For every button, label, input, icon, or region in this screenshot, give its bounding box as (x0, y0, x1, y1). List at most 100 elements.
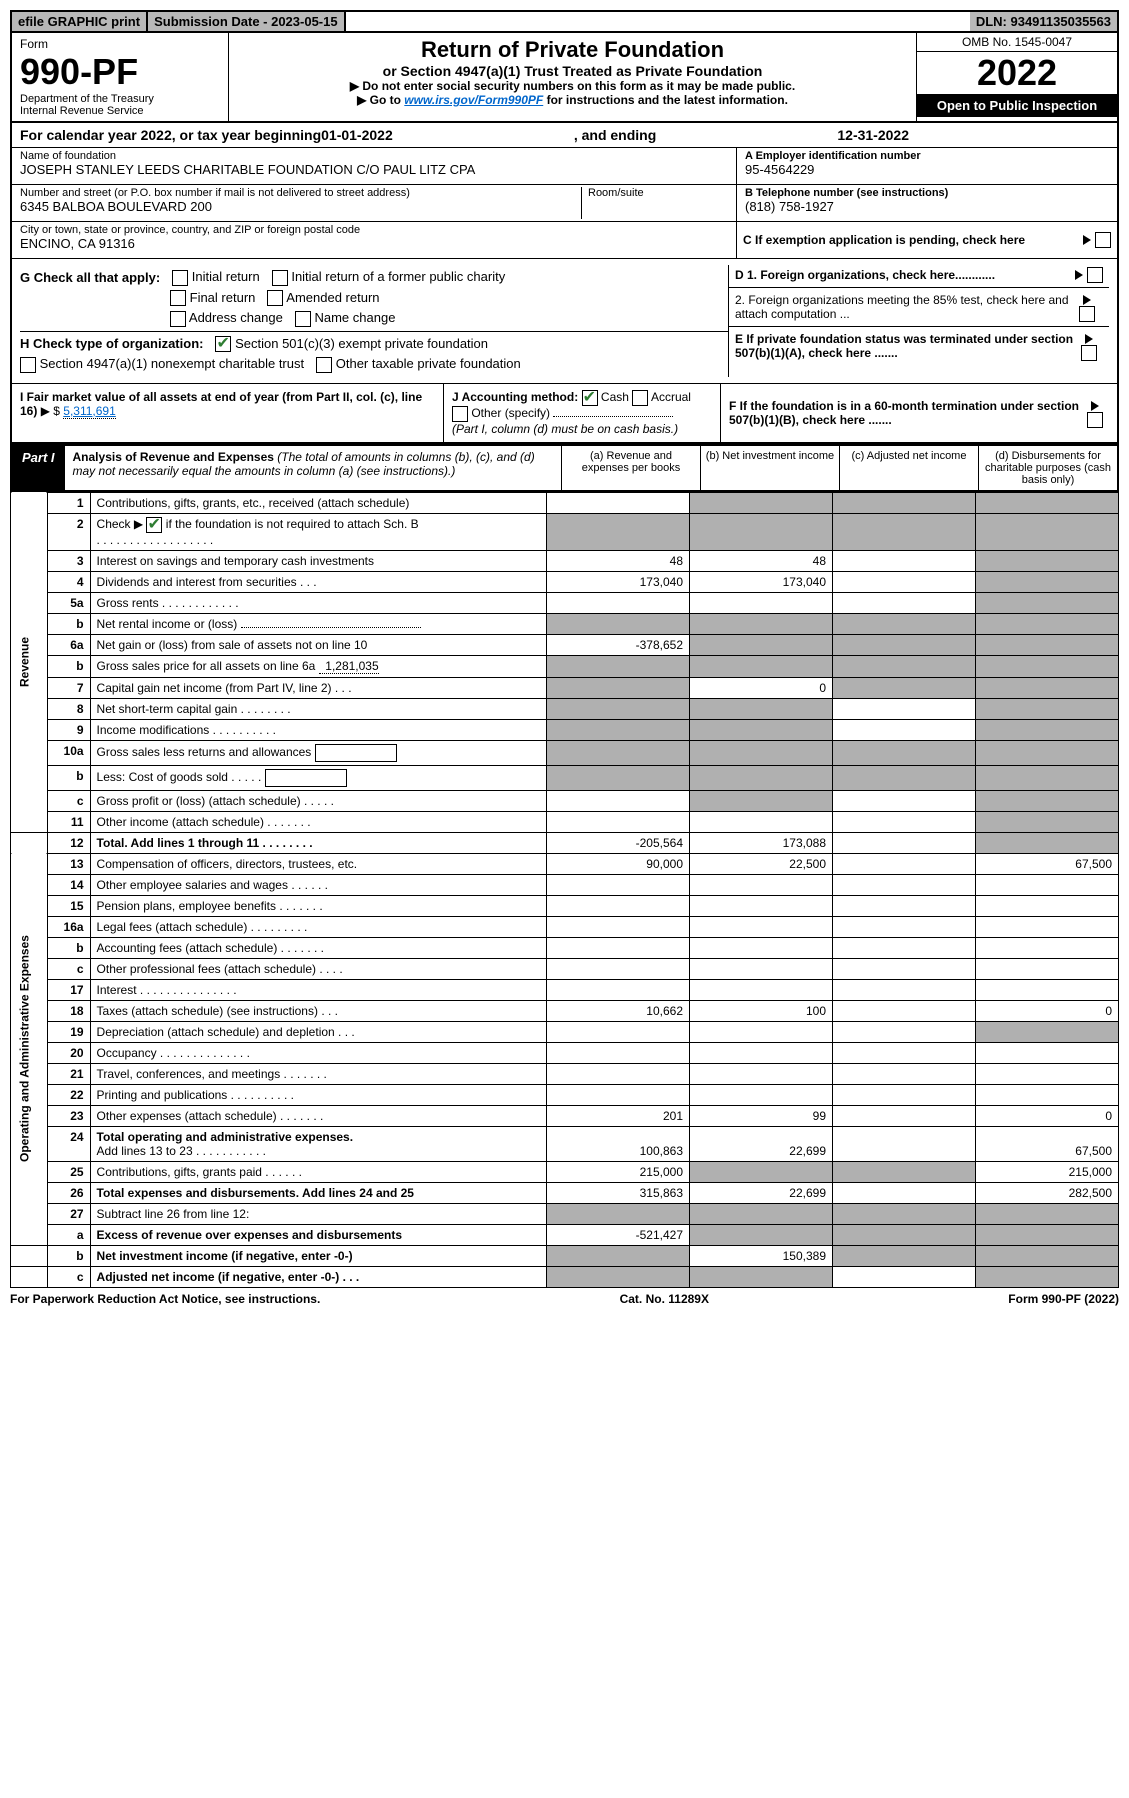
h-label: H Check type of organization: (20, 336, 203, 351)
val-a: 48 (547, 550, 690, 571)
form-number: 990-PF (20, 51, 220, 93)
val-a: -205,564 (547, 832, 690, 853)
val-d: 0 (976, 1000, 1119, 1021)
row-num: 10a (47, 740, 90, 765)
row-27: 27 Subtract line 26 from line 12: (11, 1203, 1119, 1224)
g-initial-checkbox[interactable] (172, 270, 188, 286)
val-a: 90,000 (547, 853, 690, 874)
addr-label: Number and street (or P.O. box number if… (20, 187, 581, 199)
g-label: G Check all that apply: (20, 270, 160, 285)
tel-cell: B Telephone number (see instructions) (8… (737, 185, 1117, 222)
val-a: 201 (547, 1105, 690, 1126)
row-27a: a Excess of revenue over expenses and di… (11, 1224, 1119, 1245)
row-desc: Gross sales price for all assets on line… (90, 655, 546, 677)
g-initial-former-checkbox[interactable] (272, 270, 288, 286)
tel-value: (818) 758-1927 (745, 199, 1109, 214)
row-5a: 5a Gross rents . . . . . . . . . . . . (11, 592, 1119, 613)
note2-pre: ▶ Go to (357, 93, 404, 107)
d1-checkbox[interactable] (1087, 267, 1103, 283)
val-d: 282,500 (976, 1182, 1119, 1203)
footer-mid: Cat. No. 11289X (620, 1292, 709, 1306)
j-cash-checkbox[interactable] (582, 390, 598, 406)
form-word: Form (20, 37, 220, 51)
j-other-checkbox[interactable] (452, 406, 468, 422)
row-num: c (47, 1266, 90, 1287)
row-13: Operating and Administrative Expenses 13… (11, 853, 1119, 874)
r2-checkbox[interactable] (146, 517, 162, 533)
val-b: 22,500 (690, 853, 833, 874)
room-label: Room/suite (588, 187, 728, 199)
header-left: Form 990-PF Department of the Treasury I… (12, 33, 229, 121)
cal-end: 12-31-2022 (837, 127, 909, 143)
row-desc: Gross rents . . . . . . . . . . . . (90, 592, 546, 613)
f-label: F If the foundation is in a 60-month ter… (729, 399, 1087, 427)
row-desc: Total expenses and disbursements. Add li… (90, 1182, 546, 1203)
val-a: 215,000 (547, 1161, 690, 1182)
r10b-desc: Less: Cost of goods sold . . . . . (97, 770, 262, 784)
row-desc: Legal fees (attach schedule) . . . . . .… (90, 916, 546, 937)
row-num: 18 (47, 1000, 90, 1021)
col-c-header: (c) Adjusted net income (839, 446, 978, 490)
revenue-side-label: Revenue (11, 492, 48, 832)
r24-sub: Add lines 13 to 23 . . . . . . . . . . . (97, 1144, 266, 1158)
row-26: 26 Total expenses and disbursements. Add… (11, 1182, 1119, 1203)
arrow-icon (1091, 401, 1099, 411)
val-b (690, 492, 833, 513)
row-desc: Income modifications . . . . . . . . . . (90, 719, 546, 740)
h-other-checkbox[interactable] (316, 357, 332, 373)
form-subtitle: or Section 4947(a)(1) Trust Treated as P… (233, 63, 912, 79)
ijf-block: I Fair market value of all assets at end… (10, 384, 1119, 444)
r24-title: Total operating and administrative expen… (97, 1130, 354, 1144)
row-desc: Adjusted net income (if negative, enter … (90, 1266, 546, 1287)
row-16a: 16aLegal fees (attach schedule) . . . . … (11, 916, 1119, 937)
name-value: JOSEPH STANLEY LEEDS CHARITABLE FOUNDATI… (20, 162, 728, 177)
efile-link[interactable]: efile GRAPHIC print (12, 12, 148, 31)
row-22: 22Printing and publications . . . . . . … (11, 1084, 1119, 1105)
tel-label: B Telephone number (see instructions) (745, 187, 1109, 199)
check-right: D 1. Foreign organizations, check here..… (728, 265, 1109, 377)
j-accrual-checkbox[interactable] (632, 390, 648, 406)
val-b: 48 (690, 550, 833, 571)
c-checkbox[interactable] (1095, 232, 1111, 248)
j-cash-label: Cash (601, 390, 629, 404)
tax-year: 2022 (917, 52, 1117, 94)
c-cell: C If exemption application is pending, c… (737, 222, 1117, 259)
i-value-link[interactable]: 5,311,691 (63, 404, 116, 419)
foundation-name-cell: Name of foundation JOSEPH STANLEY LEEDS … (12, 148, 736, 185)
row-num: 15 (47, 895, 90, 916)
row-18: 18 Taxes (attach schedule) (see instruct… (11, 1000, 1119, 1021)
city-cell: City or town, state or province, country… (12, 222, 736, 259)
h-501c3-checkbox[interactable] (215, 336, 231, 352)
val-a: -521,427 (547, 1224, 690, 1245)
g-final-checkbox[interactable] (170, 290, 186, 306)
val-c (833, 550, 976, 571)
f-checkbox[interactable] (1087, 412, 1103, 428)
e-checkbox[interactable] (1081, 345, 1097, 361)
g-addr-checkbox[interactable] (170, 311, 186, 327)
j-note: (Part I, column (d) must be on cash basi… (452, 422, 712, 436)
row-14: 14Other employee salaries and wages . . … (11, 874, 1119, 895)
r5b-desc: Net rental income or (loss) (97, 617, 238, 631)
row-num: 4 (47, 571, 90, 592)
val-b: 0 (690, 677, 833, 698)
irs-link[interactable]: www.irs.gov/Form990PF (404, 93, 543, 107)
part1-desc: Analysis of Revenue and Expenses (The to… (65, 446, 561, 490)
h-4947-checkbox[interactable] (20, 357, 36, 373)
d2-label: 2. Foreign organizations meeting the 85%… (735, 293, 1079, 321)
g-amended-checkbox[interactable] (267, 290, 283, 306)
irs-label: Internal Revenue Service (20, 105, 220, 117)
row-num: 2 (47, 513, 90, 550)
row-desc: Gross sales less returns and allowances (90, 740, 546, 765)
d2-checkbox[interactable] (1079, 306, 1095, 322)
dln: DLN: 93491135035563 (970, 12, 1117, 31)
city-value: ENCINO, CA 91316 (20, 236, 728, 251)
g-name-checkbox[interactable] (295, 311, 311, 327)
row-desc: Net investment income (if negative, ente… (90, 1245, 546, 1266)
row-num: 16a (47, 916, 90, 937)
row-desc: Occupancy . . . . . . . . . . . . . . (90, 1042, 546, 1063)
r5b-line (241, 627, 421, 628)
identification-block: Name of foundation JOSEPH STANLEY LEEDS … (10, 148, 1119, 259)
col-d-header: (d) Disbursements for charitable purpose… (978, 446, 1117, 490)
row-4: 4 Dividends and interest from securities… (11, 571, 1119, 592)
r10b-box (265, 769, 347, 787)
